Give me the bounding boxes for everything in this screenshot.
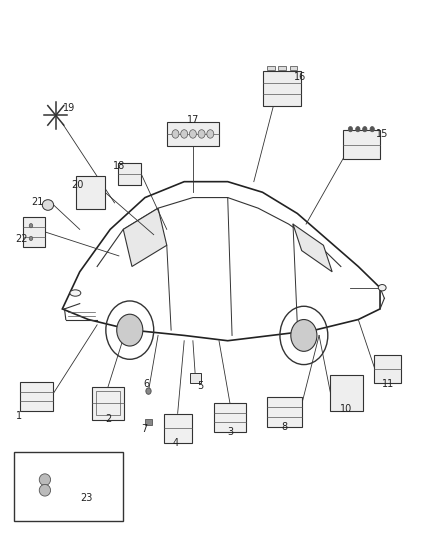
FancyBboxPatch shape — [214, 403, 246, 432]
FancyBboxPatch shape — [329, 375, 364, 411]
Circle shape — [146, 388, 151, 394]
Text: 5: 5 — [198, 381, 204, 391]
Ellipse shape — [378, 285, 386, 291]
Text: 17: 17 — [187, 115, 199, 125]
FancyBboxPatch shape — [23, 217, 46, 247]
Polygon shape — [123, 208, 167, 266]
FancyBboxPatch shape — [145, 419, 152, 425]
FancyBboxPatch shape — [76, 176, 105, 209]
FancyBboxPatch shape — [343, 130, 380, 159]
FancyBboxPatch shape — [267, 397, 302, 426]
Text: 18: 18 — [113, 161, 125, 171]
FancyBboxPatch shape — [263, 71, 301, 106]
Ellipse shape — [39, 474, 50, 486]
FancyBboxPatch shape — [118, 163, 141, 185]
Text: 7: 7 — [141, 424, 147, 434]
FancyBboxPatch shape — [190, 373, 201, 383]
FancyBboxPatch shape — [20, 382, 53, 411]
Text: 20: 20 — [71, 180, 83, 190]
Polygon shape — [293, 224, 332, 272]
Circle shape — [348, 126, 353, 132]
Ellipse shape — [42, 200, 53, 211]
Text: 4: 4 — [173, 438, 179, 448]
Circle shape — [363, 126, 367, 132]
FancyBboxPatch shape — [278, 66, 286, 70]
Text: 10: 10 — [340, 404, 353, 414]
Circle shape — [117, 314, 143, 346]
Circle shape — [29, 223, 33, 228]
Circle shape — [181, 130, 187, 138]
FancyBboxPatch shape — [92, 387, 124, 419]
FancyBboxPatch shape — [374, 355, 401, 383]
Circle shape — [29, 236, 33, 240]
Text: 19: 19 — [63, 103, 75, 114]
Circle shape — [291, 319, 317, 351]
Text: 21: 21 — [31, 197, 43, 207]
Text: 1: 1 — [16, 411, 22, 421]
FancyBboxPatch shape — [267, 66, 275, 70]
Text: 15: 15 — [376, 130, 388, 140]
Circle shape — [207, 130, 214, 138]
Circle shape — [189, 130, 196, 138]
Circle shape — [198, 130, 205, 138]
Text: 8: 8 — [281, 422, 287, 432]
Polygon shape — [62, 182, 380, 341]
Circle shape — [370, 126, 374, 132]
FancyBboxPatch shape — [290, 66, 297, 70]
Text: 11: 11 — [382, 378, 394, 389]
Text: 23: 23 — [80, 492, 92, 503]
Circle shape — [172, 130, 179, 138]
FancyBboxPatch shape — [167, 122, 219, 146]
Bar — [14, 452, 123, 521]
Text: 22: 22 — [15, 234, 28, 244]
Text: 6: 6 — [143, 379, 149, 389]
Text: 16: 16 — [294, 72, 306, 82]
Text: 3: 3 — [227, 427, 233, 438]
FancyBboxPatch shape — [163, 414, 192, 443]
Ellipse shape — [39, 484, 50, 496]
Ellipse shape — [70, 290, 81, 296]
Text: 2: 2 — [105, 414, 112, 424]
Circle shape — [356, 126, 360, 132]
